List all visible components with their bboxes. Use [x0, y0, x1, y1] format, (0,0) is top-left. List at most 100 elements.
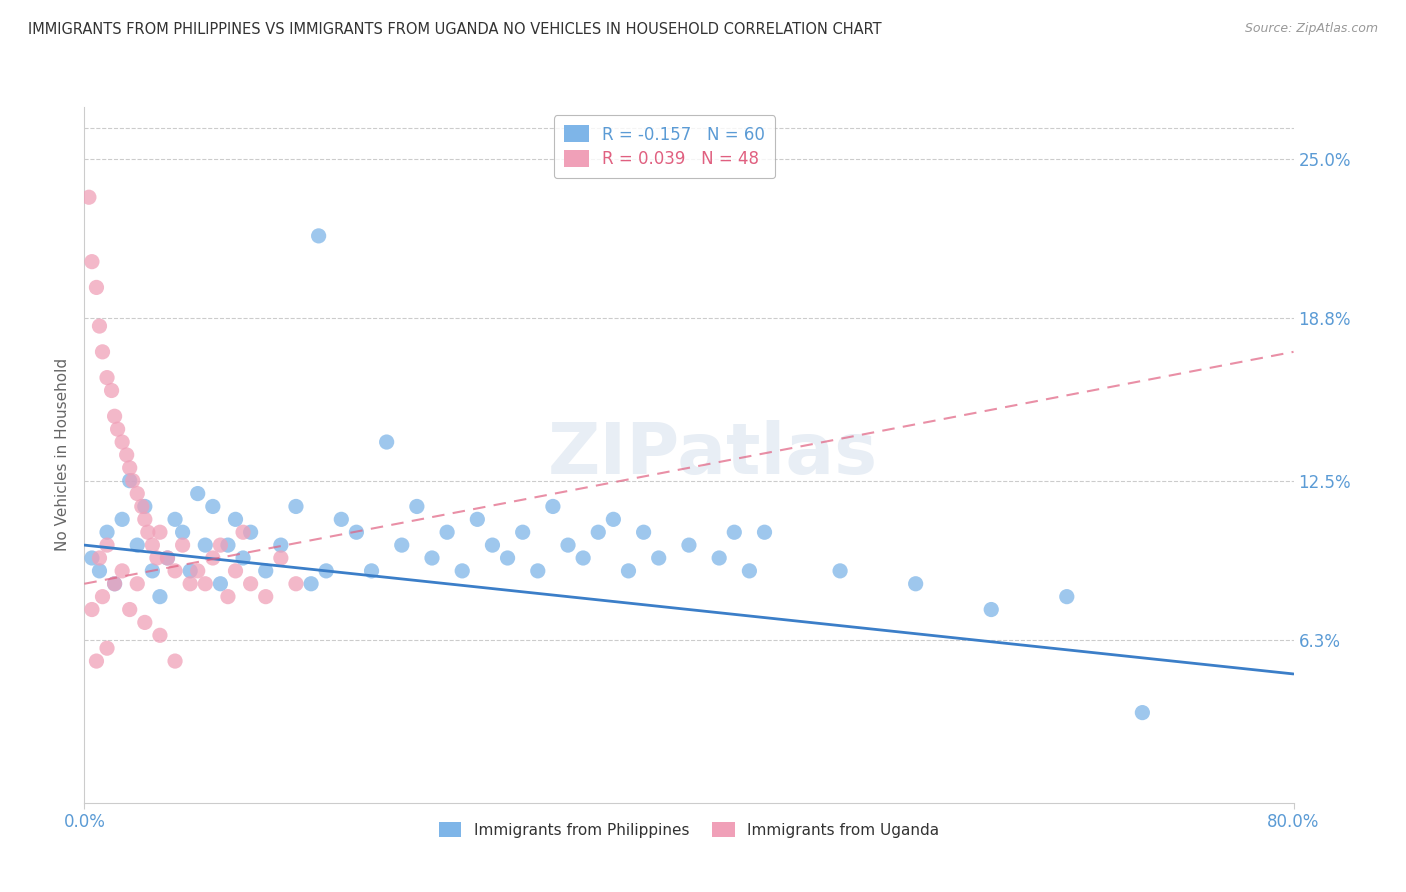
Point: [330, 512, 353, 526]
Point: [391, 538, 413, 552]
Point: [232, 551, 254, 566]
Point: [436, 525, 458, 540]
Point: [91, 344, 114, 359]
Point: [156, 551, 179, 566]
Point: [118, 602, 141, 616]
Point: [557, 538, 579, 552]
Point: [496, 551, 519, 566]
Point: [96, 538, 118, 552]
Point: [709, 551, 731, 566]
Point: [165, 564, 187, 578]
Legend: Immigrants from Philippines, Immigrants from Uganda: Immigrants from Philippines, Immigrants …: [433, 815, 945, 844]
Point: [127, 486, 149, 500]
Point: [588, 525, 610, 540]
Point: [512, 525, 534, 540]
Point: [118, 460, 141, 475]
Point: [172, 525, 194, 540]
Point: [111, 564, 134, 578]
Point: [80, 551, 103, 566]
Point: [104, 576, 127, 591]
Point: [134, 500, 156, 514]
Point: [541, 500, 564, 514]
Point: [146, 551, 169, 566]
Point: [1132, 706, 1154, 720]
Point: [172, 538, 194, 552]
Point: [134, 615, 156, 630]
Point: [217, 538, 239, 552]
Point: [270, 551, 292, 566]
Point: [100, 384, 122, 398]
Point: [127, 538, 149, 552]
Y-axis label: No Vehicles in Household: No Vehicles in Household: [55, 359, 70, 551]
Point: [217, 590, 239, 604]
Point: [648, 551, 671, 566]
Point: [239, 576, 262, 591]
Point: [187, 486, 209, 500]
Point: [121, 474, 143, 488]
Point: [285, 500, 308, 514]
Point: [406, 500, 429, 514]
Point: [141, 538, 163, 552]
Point: [111, 512, 134, 526]
Point: [131, 500, 153, 514]
Point: [80, 602, 103, 616]
Point: [149, 590, 172, 604]
Point: [194, 576, 217, 591]
Point: [194, 538, 217, 552]
Point: [209, 538, 232, 552]
Point: [270, 538, 292, 552]
Point: [225, 564, 247, 578]
Point: [80, 254, 103, 268]
Point: [375, 435, 398, 450]
Text: IMMIGRANTS FROM PHILIPPINES VS IMMIGRANTS FROM UGANDA NO VEHICLES IN HOUSEHOLD C: IMMIGRANTS FROM PHILIPPINES VS IMMIGRANT…: [28, 22, 882, 37]
Point: [239, 525, 262, 540]
Point: [678, 538, 700, 552]
Point: [179, 576, 201, 591]
Point: [179, 564, 201, 578]
Point: [738, 564, 761, 578]
Point: [89, 564, 111, 578]
Point: [136, 525, 159, 540]
Point: [89, 319, 111, 334]
Point: [134, 512, 156, 526]
Point: [285, 576, 308, 591]
Point: [104, 409, 127, 424]
Point: [904, 576, 927, 591]
Point: [633, 525, 655, 540]
Point: [89, 551, 111, 566]
Point: [1056, 590, 1078, 604]
Point: [451, 564, 474, 578]
Point: [299, 576, 322, 591]
Point: [315, 564, 337, 578]
Point: [617, 564, 640, 578]
Point: [308, 228, 330, 243]
Point: [209, 576, 232, 591]
Point: [115, 448, 138, 462]
Point: [118, 474, 141, 488]
Point: [149, 525, 172, 540]
Point: [527, 564, 550, 578]
Point: [346, 525, 368, 540]
Point: [187, 564, 209, 578]
Point: [754, 525, 776, 540]
Point: [830, 564, 852, 578]
Point: [165, 654, 187, 668]
Point: [91, 590, 114, 604]
Point: [420, 551, 443, 566]
Point: [723, 525, 745, 540]
Point: [104, 576, 127, 591]
Point: [201, 551, 224, 566]
Point: [225, 512, 247, 526]
Point: [254, 564, 277, 578]
Point: [467, 512, 489, 526]
Point: [86, 280, 108, 294]
Point: [572, 551, 595, 566]
Point: [360, 564, 382, 578]
Point: [96, 370, 118, 384]
Point: [107, 422, 129, 436]
Point: [86, 654, 108, 668]
Text: Source: ZipAtlas.com: Source: ZipAtlas.com: [1244, 22, 1378, 36]
Point: [149, 628, 172, 642]
Point: [980, 602, 1002, 616]
Point: [141, 564, 163, 578]
